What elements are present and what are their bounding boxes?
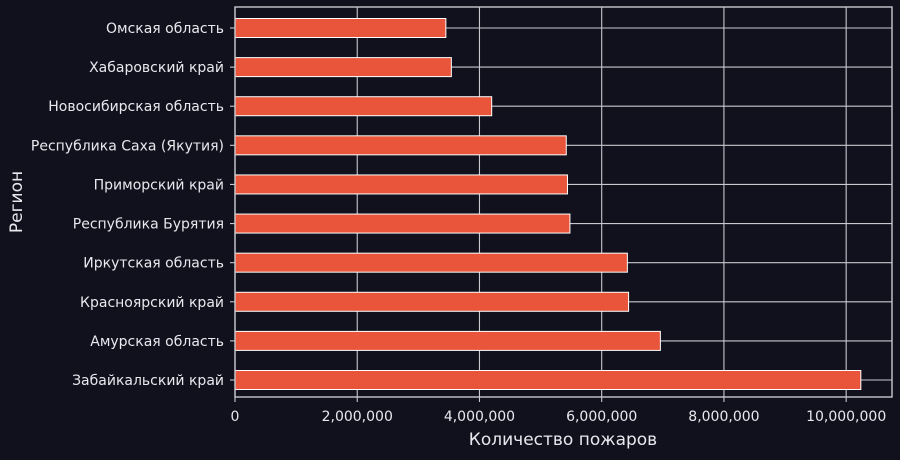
bars (234, 18, 862, 390)
bar (234, 252, 628, 273)
bar (234, 174, 568, 195)
category-label: Республика Саха (Якутия) (31, 138, 224, 154)
x-tick-label: 4,000,000 (444, 409, 515, 425)
x-tick-label: 2,000,000 (322, 409, 393, 425)
category-label: Приморский край (94, 177, 224, 193)
x-axis-title: Количество пожаров (469, 430, 657, 450)
plot-frame (234, 6, 893, 398)
bar (234, 370, 862, 390)
bar (234, 57, 452, 78)
y-axis-title: Регион (7, 171, 27, 233)
ticks (230, 27, 847, 402)
category-label: Красноярский край (80, 295, 224, 311)
x-tick-label: 0 (231, 409, 240, 425)
x-tick-label: 6,000,000 (566, 409, 637, 425)
category-label: Хабаровский край (89, 60, 224, 76)
category-label: Забайкальский край (72, 373, 224, 389)
x-tick-labels: 0 2,000,000 4,000,000 6,000,000 8,000,000 10,… (231, 409, 887, 425)
x-tick-label: 8,000,000 (688, 409, 759, 425)
category-label: Новосибирская область (48, 99, 224, 115)
x-tick-label: 10,000,000 (806, 409, 886, 425)
category-labels: Омская область Хабаровский край Новосибирс… (31, 21, 224, 389)
bar (234, 291, 630, 312)
bar (234, 135, 567, 156)
category-label: Омская область (106, 21, 224, 37)
bar (234, 18, 447, 38)
category-label: Иркутская область (83, 256, 224, 272)
bar (234, 330, 661, 351)
bar (234, 213, 571, 234)
bar (234, 96, 493, 117)
category-label: Амурская область (90, 334, 224, 350)
category-label: Республика Бурятия (73, 217, 224, 233)
